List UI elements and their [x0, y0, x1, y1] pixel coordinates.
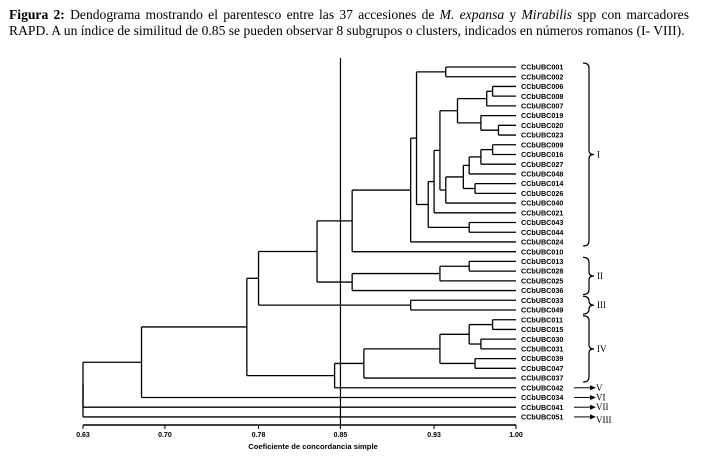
- cluster-label: II: [597, 271, 603, 281]
- leaf-label: CCbUBC037: [521, 374, 563, 383]
- leaf-label: CCbUBC051: [521, 413, 563, 422]
- arrow-head-icon: [590, 394, 596, 400]
- leaf-label: CCbUBC039: [521, 354, 563, 363]
- leaf-label: CCbUBC011: [521, 315, 563, 324]
- x-tick-label: 0.63: [76, 432, 90, 439]
- dendrogram-branches: [82, 58, 516, 428]
- leaf-label: CCbUBC033: [521, 296, 563, 305]
- arrow-head-icon: [590, 385, 596, 391]
- leaf-label: CCbUBC014: [521, 179, 563, 188]
- x-axis-label: Coeficiente de concordancia simple: [248, 442, 378, 451]
- figure-caption: Figura 2: Dendograma mostrando el parent…: [9, 7, 689, 39]
- leaf-label: CCbUBC040: [521, 199, 563, 208]
- dendrogram-leaf-labels: CCbUBC001CCbUBC002CCbUBC006CCbUBC008CCbU…: [521, 63, 563, 422]
- arrow-head-icon: [590, 404, 596, 410]
- leaf-label: CCbUBC007: [521, 101, 563, 110]
- leaf-label: CCbUBC023: [521, 131, 563, 140]
- cluster-label: III: [597, 300, 606, 310]
- leaf-label: CCbUBC049: [521, 306, 563, 315]
- caption-text-1: Dendograma mostrando el parentesco entre…: [64, 7, 440, 22]
- leaf-label: CCbUBC015: [521, 325, 563, 334]
- leaf-label: CCbUBC024: [521, 238, 563, 247]
- leaf-label: CCbUBC010: [521, 247, 563, 256]
- cluster-label: VII: [596, 402, 609, 412]
- leaf-label: CCbUBC020: [521, 121, 563, 130]
- leaf-label: CCbUBC021: [521, 208, 563, 217]
- leaf-label: CCbUBC043: [521, 218, 563, 227]
- x-tick-label: 0.70: [158, 432, 172, 439]
- cluster-label: I: [597, 149, 600, 159]
- cluster-brace: [582, 315, 595, 383]
- leaf-label: CCbUBC026: [521, 189, 563, 198]
- arrow-head-icon: [590, 414, 596, 420]
- species-name-1: M. expansa: [439, 7, 505, 22]
- leaf-label: CCbUBC016: [521, 150, 563, 159]
- x-tick-label: 0.78: [252, 432, 266, 439]
- leaf-label: CCbUBC041: [521, 403, 563, 412]
- leaf-label: CCbUBC002: [521, 72, 563, 81]
- leaf-label: CCbUBC031: [521, 344, 563, 353]
- leaf-label: CCbUBC034: [521, 393, 563, 402]
- leaf-label: CCbUBC028: [521, 267, 563, 276]
- cluster-label: VIII: [596, 415, 612, 425]
- x-tick-label: 0.93: [427, 432, 441, 439]
- leaf-label: CCbUBC001: [521, 63, 563, 72]
- caption-text-3: spp con marcadores RAPD. A un índice de …: [9, 7, 689, 38]
- leaf-label: CCbUBC030: [521, 335, 563, 344]
- leaf-label: CCbUBC042: [521, 383, 563, 392]
- leaf-label: CCbUBC036: [521, 286, 563, 295]
- leaf-label: CCbUBC019: [521, 111, 563, 120]
- leaf-label: CCbUBC048: [521, 170, 563, 179]
- x-axis: 0.63 0.70 0.78 0.85 0.93 1.00: [76, 424, 523, 439]
- cluster-brace: [582, 256, 595, 296]
- cluster-label: VI: [596, 392, 606, 402]
- figure-label: Figura 2:: [9, 7, 65, 22]
- cluster-brace: [582, 295, 595, 315]
- x-tick-label: 1.00: [509, 432, 523, 439]
- cluster-label: IV: [597, 344, 607, 354]
- leaf-label: CCbUBC027: [521, 160, 563, 169]
- leaf-label: CCbUBC047: [521, 364, 563, 373]
- caption-text-2: y: [504, 7, 522, 22]
- cluster-brace: [582, 62, 595, 247]
- cluster-label: V: [596, 383, 603, 393]
- x-tick-label: 0.85: [334, 432, 348, 439]
- species-name-2: Mirabilis: [521, 7, 573, 22]
- leaf-label: CCbUBC008: [521, 92, 563, 101]
- leaf-label: CCbUBC044: [521, 228, 563, 237]
- leaf-label: CCbUBC006: [521, 82, 563, 91]
- leaf-label: CCbUBC025: [521, 276, 563, 285]
- leaf-label: CCbUBC013: [521, 257, 563, 266]
- leaf-label: CCbUBC009: [521, 140, 563, 149]
